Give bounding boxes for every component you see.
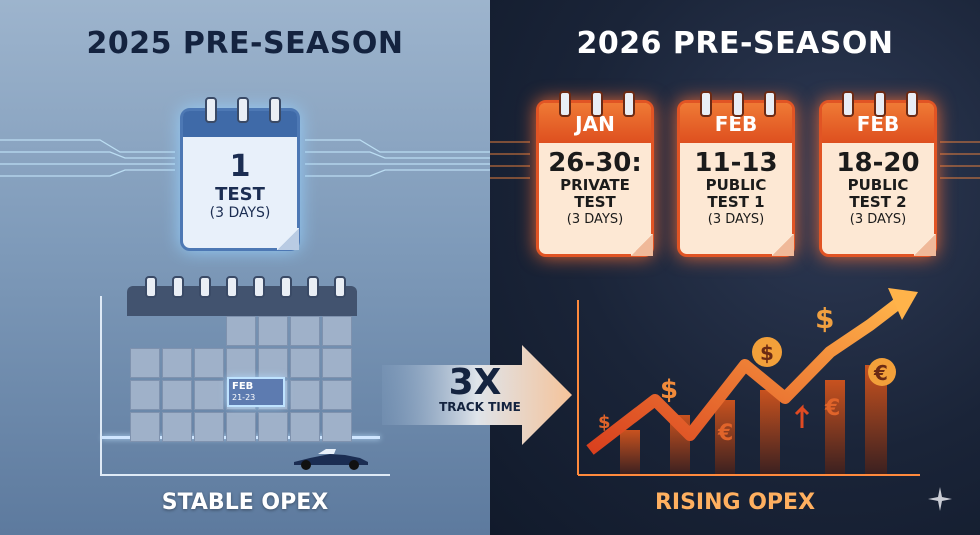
calendar-day-cell	[226, 412, 256, 442]
calendar-dates: 26-30:	[548, 148, 642, 178]
grid-calendar-header	[127, 286, 357, 316]
test-label: TEST	[215, 184, 265, 205]
rising-opex-graphic: $ $ $ $ € € €	[577, 288, 920, 476]
calendar-day-cell	[130, 348, 160, 378]
calendar-line1: PUBLIC	[705, 176, 767, 194]
euro-coin-icon: €	[873, 361, 888, 385]
calendar-ring-icon	[623, 91, 635, 117]
calendar-day-cell	[322, 380, 352, 410]
calendar-day-cell	[194, 380, 224, 410]
dollar-icon: $	[660, 375, 678, 405]
calendar-line1: PRIVATE	[560, 176, 630, 194]
euro-icon: €	[824, 396, 840, 421]
calendar-day-cell	[322, 348, 352, 378]
calendar-day-cell	[290, 316, 320, 346]
calendar-ring-icon	[307, 276, 319, 298]
test-count: 1	[229, 149, 251, 184]
euro-icon: €	[717, 421, 733, 446]
highlight-dates: 21-23	[232, 393, 256, 402]
page-fold-icon	[772, 234, 794, 256]
calendar-ring-icon	[253, 276, 265, 298]
orange-glow-lines-decoration	[490, 141, 980, 179]
calendar-day-cell	[290, 412, 320, 442]
track-time-label: TRACK TIME	[439, 400, 521, 414]
calendar-ring-icon	[842, 91, 854, 117]
calendar-ring-icon	[280, 276, 292, 298]
test-duration: (3 DAYS)	[209, 205, 271, 221]
calendar-public-test-2: FEB 18-20 PUBLIC TEST 2 (3 DAYS)	[819, 91, 937, 257]
calendar-ring-icon	[145, 276, 157, 298]
dollar-icon: $	[598, 412, 611, 433]
calendar-day-cell	[258, 412, 288, 442]
calendar-ring-icon	[906, 91, 918, 117]
calendar-ring-icon	[732, 91, 744, 117]
page-fold-icon	[914, 234, 936, 256]
calendar-ring-icon	[205, 97, 217, 123]
calendar-day-cell	[322, 412, 352, 442]
dollar-coin-icon: $	[760, 341, 774, 365]
calendar-duration: (3 DAYS)	[849, 212, 907, 227]
calendar-line2: TEST	[574, 193, 616, 211]
calendar-day-cell	[226, 316, 256, 346]
y-axis	[100, 296, 102, 476]
right-title: 2026 PRE-SEASON	[576, 26, 894, 61]
up-arrow-icon	[794, 404, 810, 428]
dollar-icon: $	[815, 302, 834, 335]
highlight-month: FEB	[232, 381, 254, 392]
left-bottom-label: STABLE OPEX	[161, 490, 329, 515]
calendar-day-cell	[130, 380, 160, 410]
race-car-icon	[294, 449, 368, 470]
glow-lines-decoration	[0, 139, 490, 177]
page-fold-icon	[631, 234, 653, 256]
calendar-line1: PUBLIC	[847, 176, 909, 194]
trend-arrowhead-icon	[888, 288, 918, 320]
calendar-duration: (3 DAYS)	[707, 212, 765, 227]
calendar-ring-icon	[199, 276, 211, 298]
opex-bars	[620, 365, 887, 475]
calendar-ring-icon	[764, 91, 776, 117]
page-fold-icon	[277, 228, 299, 250]
rising-trend-arrow	[586, 297, 904, 455]
calendar-day-cell	[194, 348, 224, 378]
calendar-day-cell	[290, 348, 320, 378]
calendar-private-test: JAN 26-30: PRIVATE TEST (3 DAYS)	[536, 91, 654, 257]
calendar-day-cell	[162, 412, 192, 442]
calendar-day-cell	[162, 348, 192, 378]
calendar-ring-icon	[559, 91, 571, 117]
x-axis	[100, 474, 390, 476]
feb-test-highlight: FEB 21-23	[227, 377, 285, 407]
calendar-ring-icon	[334, 276, 346, 298]
season-grid-calendar: FEB 21-23	[127, 276, 357, 442]
left-title: 2025 PRE-SEASON	[86, 26, 404, 61]
sparkle-icon	[928, 487, 952, 511]
track-time-multiplier: 3X	[448, 362, 502, 403]
calendar-ring-icon	[874, 91, 886, 117]
calendar-dates: 18-20	[836, 148, 920, 178]
calendar-ring-icon	[700, 91, 712, 117]
calendar-day-cell	[258, 348, 288, 378]
calendar-line2: TEST 1	[707, 193, 765, 211]
calendar-day-cell	[226, 348, 256, 378]
right-bottom-label: RISING OPEX	[654, 490, 816, 515]
calendar-ring-icon	[172, 276, 184, 298]
track-time-arrow	[382, 345, 572, 445]
calendar-line2: TEST 2	[849, 193, 907, 211]
calendar-ring-icon	[591, 91, 603, 117]
single-test-calendar: 1 TEST (3 DAYS)	[180, 97, 300, 251]
calendar-day-cell	[258, 316, 288, 346]
calendar-day-cell	[290, 380, 320, 410]
left-panel: 2025 PRE-SEASON 1 TEST (3 DAYS) FEB 21-2…	[0, 0, 490, 535]
calendar-ring-icon	[226, 276, 238, 298]
calendar-ring-icon	[237, 97, 249, 123]
calendar-dates: 11-13	[694, 148, 778, 178]
calendar-day-cell	[194, 412, 224, 442]
calendar-ring-icon	[269, 97, 281, 123]
calendar-duration: (3 DAYS)	[566, 212, 624, 227]
calendar-public-test-1: FEB 11-13 PUBLIC TEST 1 (3 DAYS)	[677, 91, 795, 257]
calendar-day-cell	[322, 316, 352, 346]
calendar-day-cell	[130, 412, 160, 442]
calendar-day-cell	[162, 380, 192, 410]
